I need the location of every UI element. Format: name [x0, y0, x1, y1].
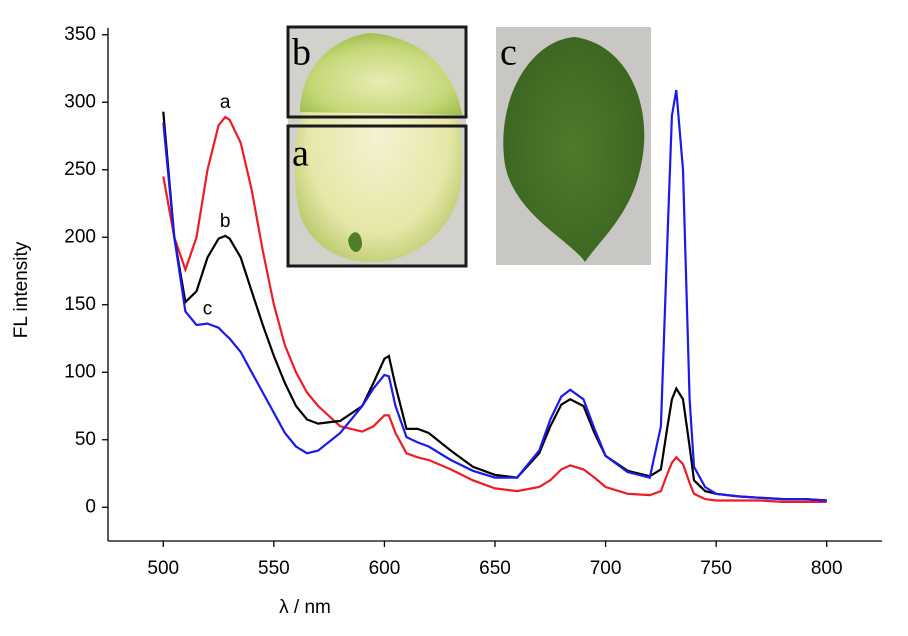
x-tick-label: 750 [700, 558, 732, 579]
y-tick-label: 250 [64, 159, 96, 180]
inset-photos: b a c [286, 25, 651, 268]
x-axis-label: λ / nm [279, 597, 331, 618]
inset-frame [286, 124, 468, 268]
inset-label: b [292, 32, 311, 74]
leaf-b [300, 33, 462, 115]
x-tick-label: 800 [811, 558, 843, 579]
x-tick-label: 650 [479, 558, 511, 579]
x-tick-label: 500 [147, 558, 179, 579]
series-line [162, 115, 827, 503]
curve-label: a [220, 92, 231, 113]
curve-label: b [220, 211, 231, 232]
y-tick-label: 100 [64, 361, 96, 382]
y-tick-label: 150 [64, 294, 96, 315]
y-tick-label: 50 [75, 429, 96, 450]
inset-frame [286, 25, 468, 119]
leaf-spot [348, 232, 362, 252]
series-line [162, 111, 827, 502]
y-tick-label: 0 [85, 496, 96, 517]
y-tick-label: 350 [64, 24, 96, 45]
leaf-c [503, 37, 645, 262]
y-tick-label: 200 [64, 226, 96, 247]
y-axis-label: FL intensity [11, 241, 32, 338]
x-tick-label: 700 [590, 558, 622, 579]
x-tick-label: 550 [258, 558, 290, 579]
y-tick-label: 300 [64, 91, 96, 112]
series-line [162, 89, 827, 502]
x-tick-label: 600 [369, 558, 401, 579]
inset-label: a [292, 133, 309, 175]
curve-label: c [203, 299, 213, 320]
inset-label: c [500, 32, 517, 74]
